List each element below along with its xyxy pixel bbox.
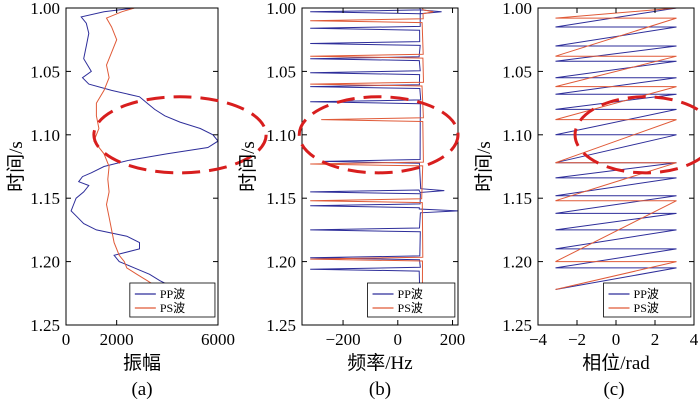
series-line-ps [310, 8, 434, 290]
y-tick-label: 1.20 [30, 253, 60, 272]
legend-label-pp: PP波 [160, 287, 185, 301]
y-tick-label: 1.05 [502, 62, 532, 81]
x-tick-label: 200 [440, 330, 466, 349]
panel-caption: (b) [369, 379, 391, 400]
legend-label-ps: PS波 [160, 301, 185, 315]
x-axis-label: 频率/Hz [347, 352, 412, 374]
legend-label-ps: PS波 [634, 301, 659, 315]
y-tick-label: 1.25 [266, 316, 296, 335]
series-line-pp [310, 8, 458, 290]
legend-label-pp: PP波 [634, 287, 659, 301]
x-tick-label: 6000 [201, 330, 235, 349]
highlight-ellipse [297, 95, 460, 175]
legend-label-pp: PP波 [398, 287, 423, 301]
y-tick-label: 1.20 [502, 253, 532, 272]
highlight-ellipse [92, 95, 268, 175]
highlight-ellipse [573, 95, 700, 175]
x-axis-label: 振幅 [123, 352, 161, 374]
y-tick-label: 1.25 [30, 316, 60, 335]
plot-area [555, 8, 677, 290]
y-axis-label: 时间/s [473, 141, 495, 192]
y-tick-label: 1.05 [30, 62, 60, 81]
x-tick-label: −4 [529, 330, 548, 349]
x-tick-label: 0 [394, 330, 403, 349]
x-tick-label: −200 [326, 330, 361, 349]
y-tick-label: 1.05 [266, 62, 296, 81]
x-tick-label: 2 [651, 330, 660, 349]
x-tick-label: 2000 [100, 330, 134, 349]
plot-area [70, 8, 218, 288]
panel-caption: (c) [603, 379, 624, 400]
x-axis-label: 相位/rad [582, 352, 650, 374]
y-tick-label: 1.00 [502, 0, 532, 18]
y-tick-label: 1.10 [502, 126, 532, 145]
y-axis-label: 时间/s [237, 141, 259, 192]
x-tick-label: 0 [62, 330, 71, 349]
legend-box [129, 282, 216, 318]
legend-box [603, 282, 692, 318]
series-line-ps [93, 8, 158, 288]
series-line-pp [70, 8, 218, 288]
y-tick-label: 1.10 [30, 126, 60, 145]
y-tick-label: 1.25 [502, 316, 532, 335]
y-tick-label: 1.15 [30, 189, 60, 208]
x-tick-label: 0 [612, 330, 621, 349]
legend-box [367, 282, 456, 318]
panel-caption: (a) [131, 379, 152, 400]
x-tick-label: 4 [690, 330, 699, 349]
series-line-pp [555, 8, 677, 290]
series-line-ps [555, 8, 677, 290]
y-tick-label: 1.00 [30, 0, 60, 18]
x-tick-label: −2 [568, 330, 586, 349]
y-tick-label: 1.15 [266, 189, 296, 208]
plot-area [310, 8, 458, 290]
axes-frame [65, 7, 219, 326]
y-tick-label: 1.00 [266, 0, 296, 18]
y-tick-label: 1.15 [502, 189, 532, 208]
legend-label-ps: PS波 [398, 301, 423, 315]
axes-frame [301, 7, 459, 326]
y-axis-label: 时间/s [5, 141, 27, 192]
axes-frame [537, 7, 695, 326]
y-tick-label: 1.20 [266, 253, 296, 272]
y-tick-label: 1.10 [266, 126, 296, 145]
